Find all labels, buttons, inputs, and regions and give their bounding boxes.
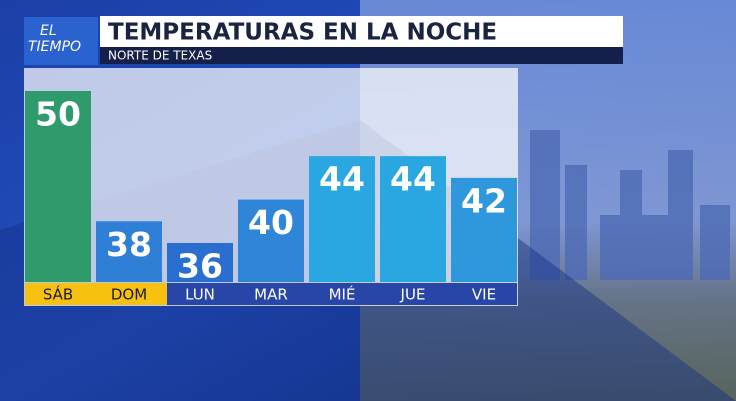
bar — [451, 177, 517, 282]
value-label: 44 — [390, 160, 436, 199]
x-tick-label: VIE — [472, 286, 496, 304]
value-label: 36 — [177, 247, 223, 286]
logo-text: EL — [40, 23, 57, 39]
value-label: 40 — [248, 203, 294, 242]
skyline — [530, 130, 730, 280]
day-label-box — [451, 283, 517, 305]
bar — [167, 243, 233, 282]
day-label-box — [380, 283, 451, 305]
subtitle-bar — [100, 47, 623, 64]
x-tick-label: JUE — [400, 286, 426, 304]
value-label: 50 — [35, 95, 81, 134]
x-tick-label: MIÉ — [329, 285, 356, 304]
day-label-box — [309, 283, 380, 305]
bar — [238, 199, 304, 282]
x-tick-label: SÁB — [43, 285, 73, 304]
value-label: 42 — [461, 181, 507, 220]
x-tick-label: LUN — [185, 286, 215, 304]
x-tick-label: MAR — [254, 286, 288, 304]
logo-text: TIEMPO — [28, 39, 81, 55]
day-label-box — [96, 283, 167, 305]
bar — [380, 156, 446, 282]
title-box — [100, 16, 623, 47]
chart-title: TEMPERATURAS EN LA NOCHE — [108, 20, 497, 46]
bar — [25, 91, 91, 282]
day-label-box — [167, 283, 238, 305]
bar — [96, 221, 162, 282]
value-label: 38 — [106, 225, 152, 264]
day-label-box — [25, 283, 96, 305]
bar — [309, 156, 375, 282]
logo-box — [24, 17, 98, 65]
chart-subtitle: NORTE DE TEXAS — [108, 49, 212, 63]
day-label-box — [238, 283, 309, 305]
x-tick-label: DOM — [111, 286, 147, 304]
value-label: 44 — [319, 160, 365, 199]
